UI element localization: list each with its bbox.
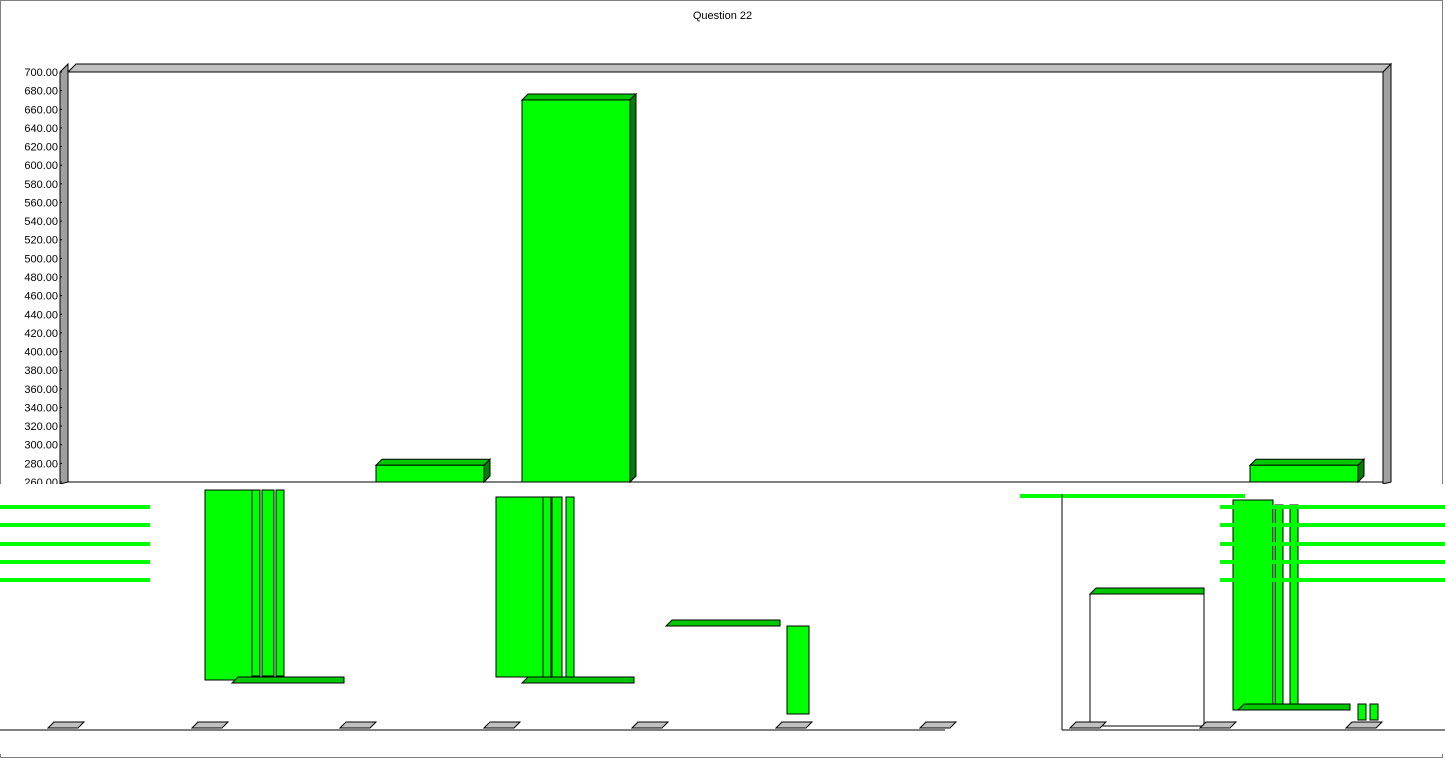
y-tick-label: 400.00 (24, 347, 58, 359)
artifact-streak (0, 560, 150, 564)
y-tick-label: 600.00 (24, 160, 58, 172)
plot-area (67, 71, 1384, 483)
artifact-block (1232, 499, 1274, 711)
artifact-block (786, 625, 810, 715)
artifact-pad (1198, 721, 1238, 729)
y-tick-label: 300.00 (24, 440, 58, 452)
artifact-block (251, 489, 261, 677)
artifact-block (275, 489, 285, 677)
artifact-pad (46, 721, 86, 729)
y-tick-label: 680.00 (24, 86, 58, 98)
artifact-block (1369, 703, 1379, 721)
y-tick-label: 700.00 (24, 67, 58, 79)
artifact-block (261, 489, 275, 677)
bar-side (629, 92, 637, 484)
y-tick-label: 540.00 (24, 216, 58, 228)
artifact-block (1274, 504, 1284, 706)
artifact-pad (1068, 721, 1108, 729)
artifact-plate (1088, 587, 1205, 595)
y-tick-label: 320.00 (24, 421, 58, 433)
artifact-streak (0, 578, 150, 582)
artifact-streak (1220, 578, 1445, 582)
y-tick-label: 640.00 (24, 123, 58, 135)
bar (521, 99, 631, 483)
y-tick-label: 520.00 (24, 235, 58, 247)
artifact-block (1289, 504, 1299, 706)
bar (1249, 464, 1359, 483)
artifact-plate (664, 619, 781, 627)
artifact-streak (1220, 560, 1445, 564)
right-wall (1382, 62, 1392, 485)
y-tick-label: 380.00 (24, 365, 58, 377)
artifact-block (204, 489, 254, 681)
bar-top (374, 458, 492, 466)
artifact-streak (1020, 494, 1245, 498)
y-tick-label: 360.00 (24, 384, 58, 396)
artifact-block (495, 496, 545, 678)
artifact-plate (520, 676, 635, 684)
artifact-streak (1220, 523, 1445, 527)
y-tick-label: 340.00 (24, 402, 58, 414)
artifact-streak (1220, 542, 1445, 546)
y-tick-label: 500.00 (24, 253, 58, 265)
artifact-streak (1220, 505, 1445, 509)
artifact-pad (190, 721, 230, 729)
artifact-block (565, 496, 575, 678)
y-tick-label: 280.00 (24, 458, 58, 470)
y-tick-label: 580.00 (24, 179, 58, 191)
artifact-pad (630, 721, 670, 729)
left-wall (59, 62, 69, 485)
y-tick-label: 660.00 (24, 104, 58, 116)
artifact-panel (1089, 593, 1205, 727)
artifact-plate (1236, 703, 1351, 711)
y-tick-label: 480.00 (24, 272, 58, 284)
bar-top (520, 93, 638, 101)
bar (375, 464, 485, 483)
artifact-pad (1344, 721, 1384, 729)
artifact-pad (338, 721, 378, 729)
artifact-block (1357, 703, 1367, 721)
y-tick-label: 560.00 (24, 197, 58, 209)
artifact-block (542, 496, 552, 678)
artifact-streak (0, 542, 150, 546)
chart-title: Question 22 (692, 10, 753, 22)
artifact-pad (918, 721, 958, 729)
artifact-block (551, 496, 563, 678)
bar-top (1248, 458, 1366, 466)
y-tick-label: 620.00 (24, 142, 58, 154)
artifact-plate (230, 676, 345, 684)
artifact-streak (0, 505, 150, 509)
artifact-pad (774, 721, 814, 729)
artifact-pad (482, 721, 522, 729)
y-tick-label: 420.00 (24, 328, 58, 340)
y-tick-label: 440.00 (24, 309, 58, 321)
back-wall-top (66, 63, 1393, 73)
y-tick-label: 460.00 (24, 291, 58, 303)
artifact-streak (0, 523, 150, 527)
